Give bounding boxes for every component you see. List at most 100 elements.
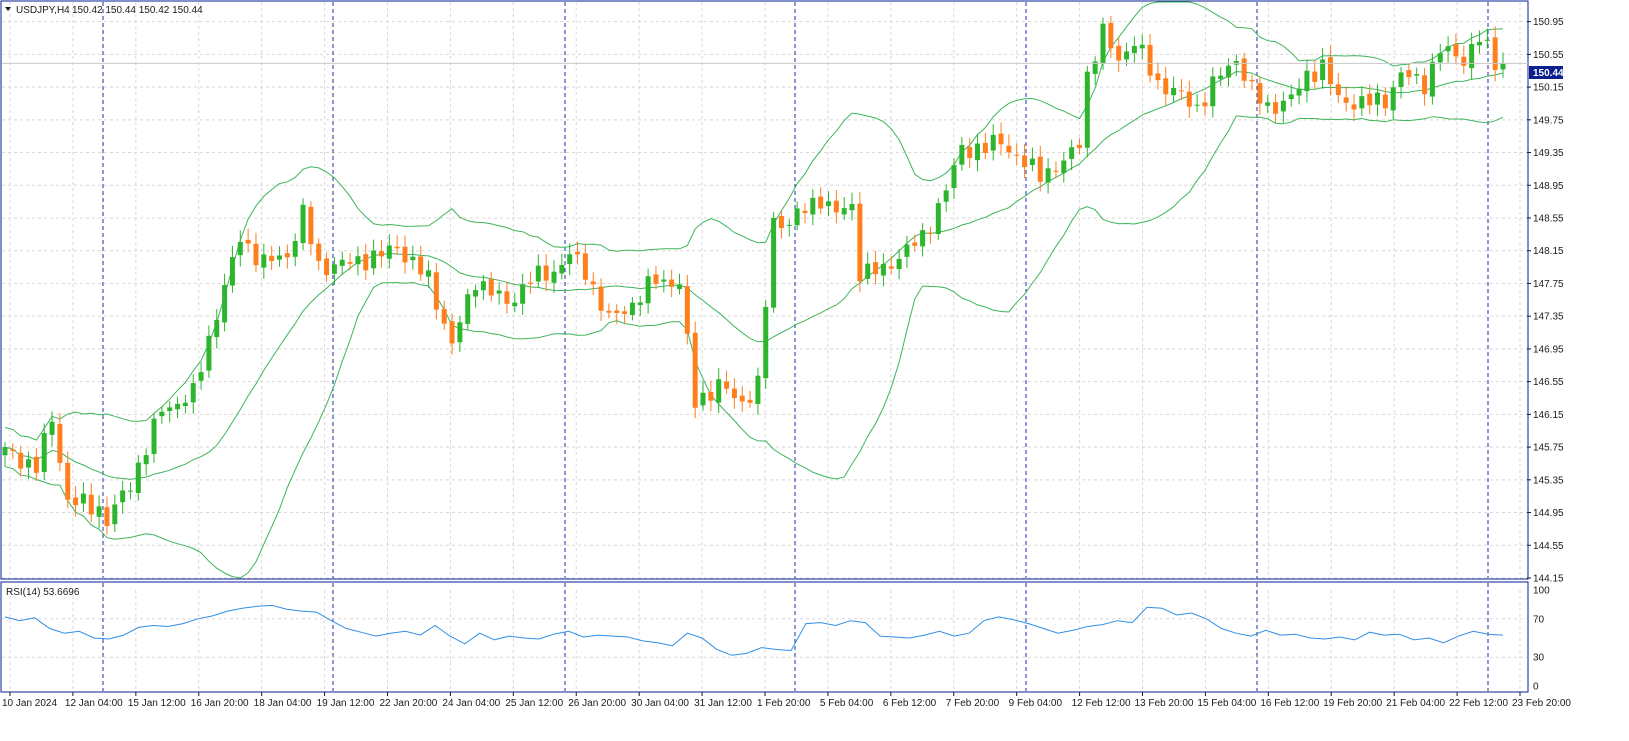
candle[interactable] <box>1273 94 1279 123</box>
candle[interactable] <box>1437 44 1443 71</box>
candle[interactable] <box>669 269 675 298</box>
candle[interactable] <box>292 233 298 267</box>
candle[interactable] <box>1116 37 1122 72</box>
candle[interactable] <box>1429 53 1435 105</box>
candle[interactable] <box>104 496 110 535</box>
candle[interactable] <box>1461 45 1467 74</box>
candle[interactable] <box>339 251 345 276</box>
candle[interactable] <box>1422 67 1428 106</box>
candle[interactable] <box>637 295 643 316</box>
candle[interactable] <box>849 192 855 221</box>
candle[interactable] <box>700 381 706 411</box>
candle[interactable] <box>363 243 369 280</box>
candle[interactable] <box>1249 74 1255 91</box>
candle[interactable] <box>355 246 361 276</box>
candle[interactable] <box>198 362 204 390</box>
candle[interactable] <box>543 254 549 292</box>
candle[interactable] <box>1288 84 1294 107</box>
candle[interactable] <box>229 245 235 293</box>
candle[interactable] <box>378 239 384 268</box>
candle[interactable] <box>1225 58 1231 87</box>
candle[interactable] <box>598 278 604 321</box>
candle[interactable] <box>426 260 432 288</box>
candle[interactable] <box>1382 87 1388 117</box>
candle[interactable] <box>692 321 698 419</box>
candle[interactable] <box>143 448 149 476</box>
candle[interactable] <box>778 210 784 239</box>
candle[interactable] <box>1406 64 1412 86</box>
candle[interactable] <box>237 230 243 267</box>
candle[interactable] <box>480 274 486 301</box>
candle[interactable] <box>284 244 290 269</box>
candle[interactable] <box>802 203 808 224</box>
candle[interactable] <box>708 380 714 412</box>
candle[interactable] <box>1092 56 1098 86</box>
candle[interactable] <box>716 368 722 414</box>
candle[interactable] <box>151 412 157 463</box>
candle[interactable] <box>1139 34 1145 60</box>
candle[interactable] <box>1445 36 1451 63</box>
candle[interactable] <box>441 300 447 330</box>
candle[interactable] <box>1053 161 1059 179</box>
candle[interactable] <box>1233 54 1239 77</box>
candle[interactable] <box>755 367 761 415</box>
candle[interactable] <box>904 235 910 268</box>
candle[interactable] <box>1006 134 1012 159</box>
candle[interactable] <box>26 451 32 480</box>
candle[interactable] <box>1084 65 1090 158</box>
candle[interactable] <box>1061 151 1067 183</box>
candle[interactable] <box>857 192 863 293</box>
candle[interactable] <box>1280 91 1286 123</box>
candle[interactable] <box>324 252 330 282</box>
candle[interactable] <box>331 257 337 286</box>
candle[interactable] <box>943 184 949 212</box>
candle[interactable] <box>739 386 745 412</box>
candle[interactable] <box>676 273 682 295</box>
candle[interactable] <box>465 288 471 331</box>
candle[interactable] <box>1476 30 1482 54</box>
candle[interactable] <box>33 448 39 482</box>
candle[interactable] <box>1367 84 1373 114</box>
candle[interactable] <box>1398 66 1404 99</box>
candle[interactable] <box>1375 84 1381 117</box>
candle[interactable] <box>88 483 94 523</box>
candle[interactable] <box>1202 92 1208 116</box>
candle[interactable] <box>653 265 659 290</box>
candle[interactable] <box>175 396 181 419</box>
candle[interactable] <box>1171 76 1177 103</box>
candle[interactable] <box>731 378 737 409</box>
candle[interactable] <box>347 253 353 271</box>
candle[interactable] <box>998 122 1004 156</box>
candle[interactable] <box>1343 86 1349 112</box>
candle[interactable] <box>96 495 102 529</box>
candle[interactable] <box>182 394 188 414</box>
candle[interactable] <box>927 226 933 244</box>
candle[interactable] <box>1320 48 1326 89</box>
candle[interactable] <box>1108 15 1114 58</box>
candle[interactable] <box>167 401 173 423</box>
candle[interactable] <box>614 304 620 324</box>
candle[interactable] <box>794 201 800 231</box>
candle[interactable] <box>277 246 283 267</box>
candle[interactable] <box>1210 67 1216 118</box>
candle[interactable] <box>245 228 251 253</box>
candle[interactable] <box>457 315 463 353</box>
candle[interactable] <box>206 325 212 378</box>
candle[interactable] <box>300 198 306 250</box>
candle[interactable] <box>1218 67 1224 86</box>
candles[interactable] <box>2 15 1506 535</box>
candle[interactable] <box>10 443 16 460</box>
candle[interactable] <box>684 274 690 345</box>
candle[interactable] <box>18 445 24 477</box>
candle[interactable] <box>912 234 918 252</box>
candle[interactable] <box>1069 139 1075 171</box>
candle[interactable] <box>222 273 228 332</box>
candle[interactable] <box>41 423 47 480</box>
candle[interactable] <box>567 243 573 276</box>
candle[interactable] <box>990 124 996 161</box>
candle[interactable] <box>1155 62 1161 90</box>
candle[interactable] <box>1257 76 1263 115</box>
candle[interactable] <box>527 271 533 294</box>
candle[interactable] <box>316 238 322 271</box>
candle[interactable] <box>865 252 871 285</box>
